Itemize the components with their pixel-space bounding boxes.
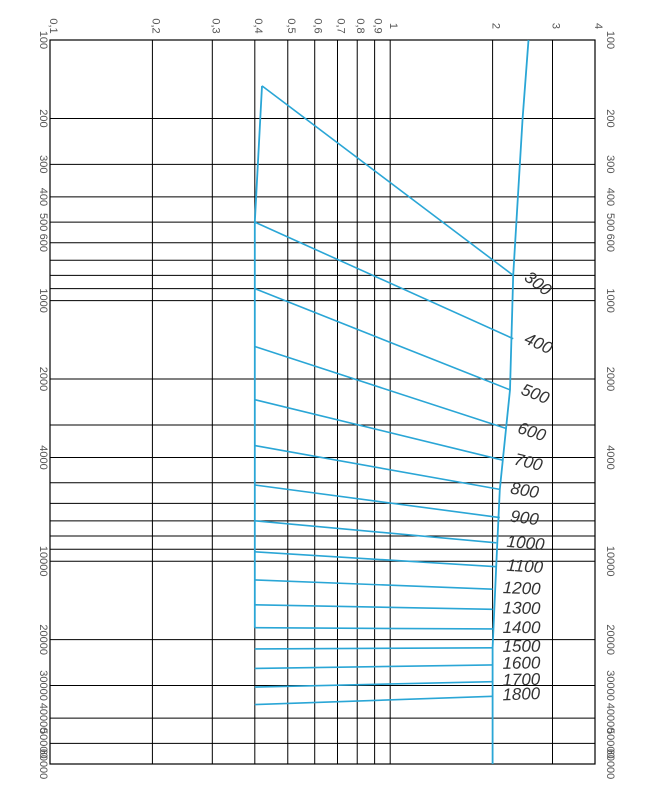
x-tick-label-right: 1000 bbox=[604, 288, 616, 312]
y-tick-label: 0,3 bbox=[209, 18, 221, 33]
iso-curve-label: 900 bbox=[509, 507, 540, 530]
x-tick-label-left: 400 bbox=[37, 188, 49, 206]
x-tick-label-left: 2000 bbox=[37, 367, 49, 391]
x-tick-label-left: 60000 bbox=[37, 749, 49, 780]
x-tick-label-right: 200 bbox=[604, 109, 616, 127]
x-tick-label-left: 200 bbox=[37, 109, 49, 127]
iso-curve-label: 1000 bbox=[506, 532, 546, 554]
iso-curve bbox=[255, 648, 493, 649]
x-tick-label-left: 10000 bbox=[37, 546, 49, 577]
chart-container: 3004005006007008009001000110012001300140… bbox=[0, 0, 645, 804]
iso-curve-label: 1100 bbox=[506, 556, 544, 577]
y-tick-label: 0,2 bbox=[149, 18, 161, 33]
log-log-chart: 3004005006007008009001000110012001300140… bbox=[0, 0, 645, 804]
y-tick-label: 0,5 bbox=[285, 18, 297, 33]
x-tick-label-right: 100 bbox=[604, 31, 616, 49]
y-tick-label: 0,8 bbox=[354, 18, 366, 33]
y-tick-label: 3 bbox=[549, 23, 561, 29]
x-tick-label-right: 60000 bbox=[604, 749, 616, 780]
x-tick-label-left: 500 bbox=[37, 213, 49, 231]
x-tick-label-right: 20000 bbox=[604, 624, 616, 655]
iso-curve-label: 1800 bbox=[502, 684, 541, 704]
y-tick-label: 0,9 bbox=[372, 18, 384, 33]
x-tick-label-right: 400 bbox=[604, 188, 616, 206]
x-tick-label-left: 1000 bbox=[37, 288, 49, 312]
x-tick-label-right: 300 bbox=[604, 155, 616, 173]
y-tick-label: 2 bbox=[490, 23, 502, 29]
chart-bg bbox=[0, 0, 645, 804]
x-tick-label-right: 600 bbox=[604, 234, 616, 252]
y-tick-label: 0,1 bbox=[47, 18, 59, 33]
x-tick-label-left: 30000 bbox=[37, 670, 49, 701]
x-tick-label-right: 10000 bbox=[604, 546, 616, 577]
iso-curve-label: 1200 bbox=[502, 578, 541, 598]
x-tick-label-left: 4000 bbox=[37, 445, 49, 469]
x-tick-label-right: 4000 bbox=[604, 445, 616, 469]
x-tick-label-left: 20000 bbox=[37, 624, 49, 655]
x-tick-label-left: 300 bbox=[37, 155, 49, 173]
iso-curve-label: 1300 bbox=[503, 598, 542, 618]
iso-curve-label: 1400 bbox=[503, 618, 541, 637]
y-tick-label: 1 bbox=[387, 23, 399, 29]
x-tick-label-right: 500 bbox=[604, 213, 616, 231]
y-tick-label: 4 bbox=[592, 23, 604, 29]
x-tick-label-left: 600 bbox=[37, 234, 49, 252]
y-tick-label: 0,7 bbox=[334, 18, 346, 33]
y-tick-label: 0,4 bbox=[252, 18, 264, 33]
x-tick-label-right: 2000 bbox=[604, 367, 616, 391]
y-tick-label: 0,6 bbox=[312, 18, 324, 33]
x-tick-label-right: 30000 bbox=[604, 670, 616, 701]
